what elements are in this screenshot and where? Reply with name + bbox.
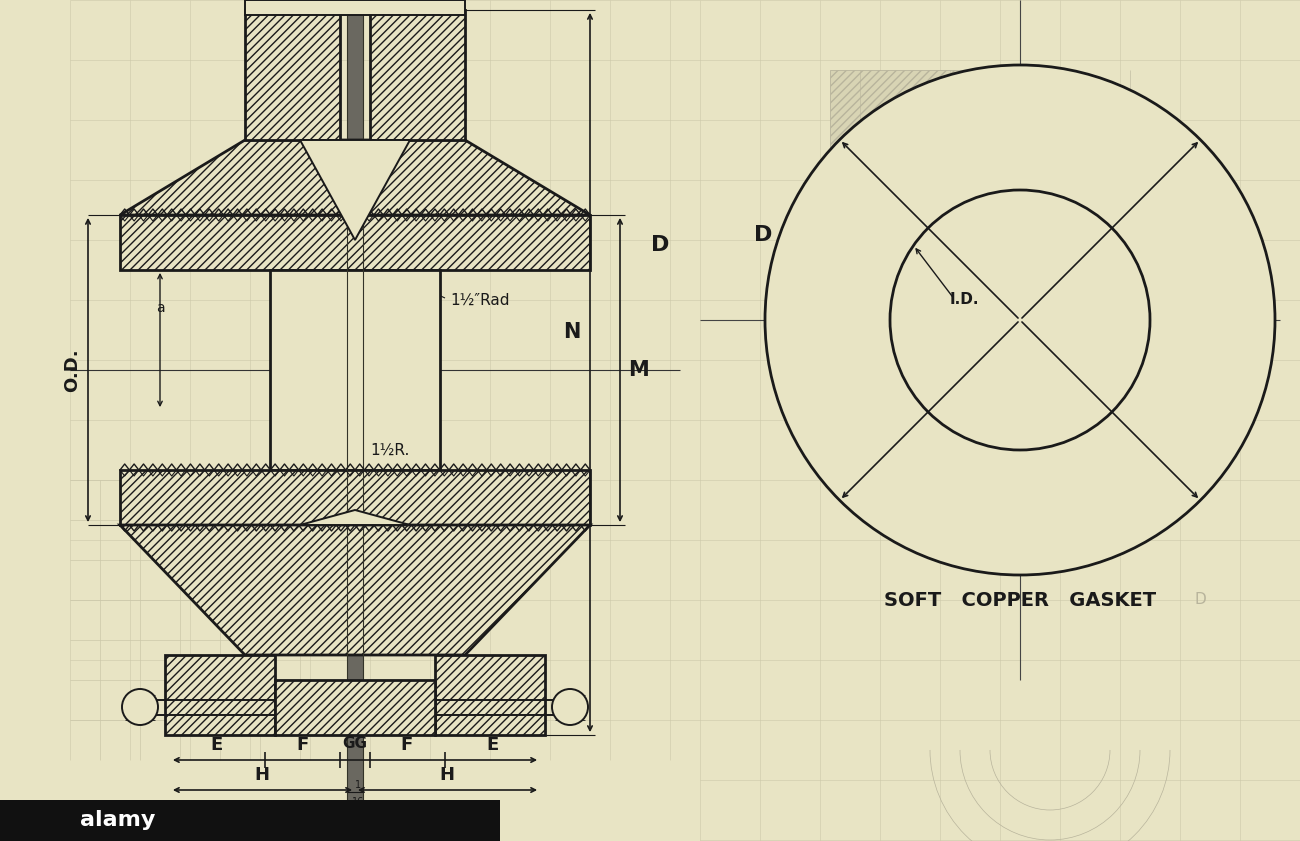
Text: GG: GG: [342, 736, 368, 750]
Text: alamy: alamy: [81, 810, 156, 830]
Text: F: F: [296, 736, 308, 754]
Bar: [120, 215, 590, 270]
Text: F: F: [400, 736, 413, 754]
Bar: [120, 470, 590, 525]
Text: D: D: [754, 225, 772, 245]
Text: N: N: [563, 322, 581, 342]
Text: 1½″Rad: 1½″Rad: [450, 293, 510, 308]
Bar: [0, 800, 500, 841]
Bar: [829, 70, 1060, 320]
Bar: [347, 0, 363, 841]
Polygon shape: [300, 510, 410, 525]
Bar: [276, 680, 436, 735]
Text: F: F: [936, 424, 944, 436]
Text: 16: 16: [352, 797, 364, 807]
Polygon shape: [300, 140, 410, 240]
Polygon shape: [120, 525, 590, 655]
Bar: [244, 0, 465, 15]
Text: H: H: [255, 766, 269, 784]
Circle shape: [552, 689, 588, 725]
Text: 1: 1: [355, 780, 361, 790]
Text: a: a: [156, 301, 164, 315]
Text: I.D.: I.D.: [950, 293, 979, 308]
Text: D: D: [651, 235, 670, 255]
Bar: [370, 10, 465, 140]
Bar: [165, 655, 276, 735]
Text: E: E: [486, 736, 498, 754]
Bar: [436, 655, 545, 735]
Circle shape: [764, 65, 1275, 575]
Text: 1½R.: 1½R.: [370, 442, 410, 458]
Text: TAPER: TAPER: [968, 493, 1011, 507]
Text: CLAMP  COUPLING: CLAMP COUPLING: [365, 553, 494, 567]
Text: D: D: [1195, 593, 1206, 607]
Bar: [244, 10, 341, 140]
Text: O.D.: O.D.: [62, 348, 81, 392]
Text: H: H: [439, 766, 455, 784]
Polygon shape: [120, 140, 590, 215]
Text: CLAMP  COUPLING: CLAMP COUPLING: [333, 615, 437, 625]
Text: E: E: [211, 736, 224, 754]
Circle shape: [122, 689, 159, 725]
Bar: [270, 270, 439, 470]
Text: M: M: [628, 360, 649, 380]
Circle shape: [891, 190, 1150, 450]
Text: D: D: [1195, 232, 1206, 247]
Text: SOFT   COPPER   GASKET: SOFT COPPER GASKET: [884, 590, 1156, 610]
Text: H: H: [926, 78, 935, 92]
